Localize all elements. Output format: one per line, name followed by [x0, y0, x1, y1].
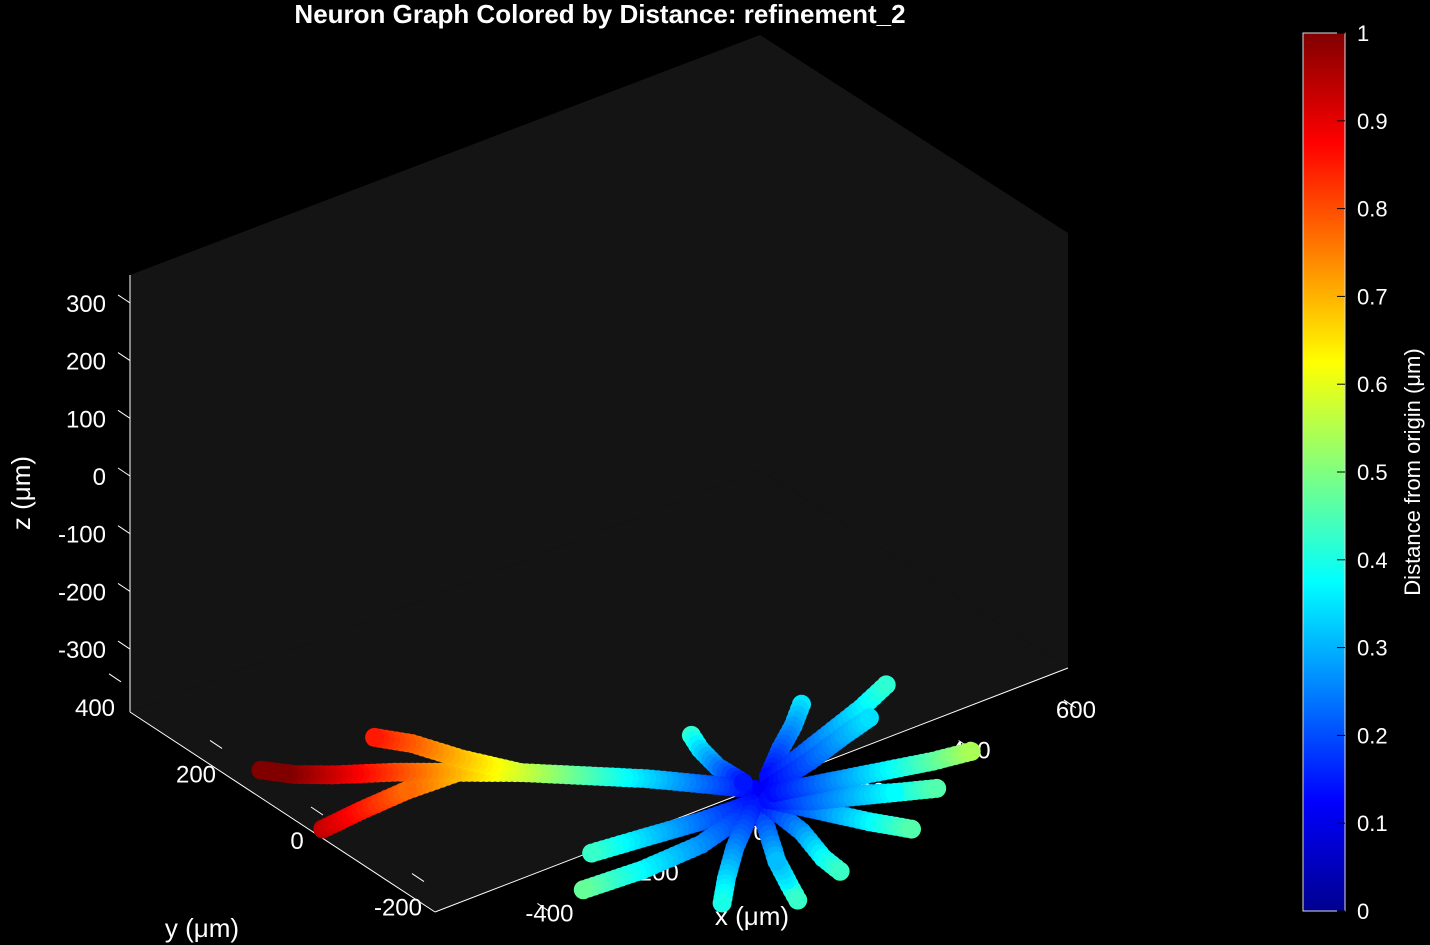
- y-tick-mark: [310, 806, 324, 816]
- neuron-point: [712, 893, 732, 913]
- colorbar-tick-label: 0.3: [1357, 636, 1388, 661]
- z-tick-label: -300: [58, 637, 106, 664]
- x-tick-mark: [537, 902, 550, 912]
- z-tick-label: 300: [66, 291, 106, 318]
- x-tick-mark: [1063, 699, 1077, 709]
- colorbar-tick-label: 0.9: [1357, 109, 1388, 134]
- z-tick-mark: [117, 582, 131, 592]
- y-tick-mark: [108, 673, 122, 683]
- z-tick-mark: [117, 640, 131, 650]
- neuron-point: [365, 727, 385, 747]
- chart-title: Neuron Graph Colored by Distance: refine…: [294, 0, 905, 29]
- z-axis-label: z (μm): [6, 456, 36, 530]
- neuron-point: [830, 861, 850, 881]
- neuron-point: [397, 780, 417, 800]
- neuron-point: [927, 778, 947, 798]
- neuron-point: [767, 851, 787, 871]
- neuron-points: [251, 675, 981, 913]
- neuron-point: [876, 675, 896, 695]
- box-back-left-panel: [130, 35, 760, 712]
- neuron-point: [573, 880, 593, 900]
- z-tick-label: 0: [93, 464, 106, 491]
- colorbar-tick-label: 1: [1357, 21, 1369, 46]
- neuron-point: [251, 760, 271, 780]
- y-axis-line: [129, 711, 436, 913]
- colorbar-tick-label: 0.8: [1357, 197, 1388, 222]
- y-axis-label: y (μm): [165, 913, 239, 943]
- box-back-right-panel: [760, 35, 1068, 668]
- neuron-point: [961, 742, 981, 761]
- y-tick-label: 200: [176, 761, 216, 788]
- y-tick-label: -200: [374, 895, 422, 922]
- colorbar-ticks: 1 0.9 0.8 0.7 0.6 0.5 0.4 0.3 0.2 0.1 0: [1337, 21, 1388, 924]
- neuron-point: [582, 843, 602, 863]
- colorbar-tick-label: 0.5: [1357, 460, 1388, 485]
- z-tick-mark: [117, 294, 131, 304]
- y-tick-mark: [411, 873, 425, 883]
- z-tick-label: 100: [66, 406, 106, 433]
- z-tick-mark: [117, 525, 131, 535]
- colorbar-label: Distance from origin (μm): [1400, 348, 1425, 595]
- z-tick-mark: [117, 467, 131, 477]
- x-tick-label: -400: [525, 900, 573, 927]
- colorbar-tick-label: 0.2: [1357, 723, 1388, 748]
- x-axis-label: x (μm): [715, 901, 789, 931]
- z-tick-label: 200: [66, 349, 106, 376]
- z-tick-mark: [117, 352, 131, 362]
- colorbar-tick-label: 0.4: [1357, 548, 1388, 573]
- colorbar-tick-label: 0: [1357, 899, 1369, 924]
- colorbar-tick-label: 0.1: [1357, 811, 1388, 836]
- neuron-point: [885, 783, 905, 803]
- y-tick-label: 0: [290, 828, 303, 855]
- neuron-point: [902, 819, 921, 839]
- z-tick-label: -200: [58, 579, 106, 606]
- z-tick-label: -100: [58, 522, 106, 549]
- z-tick-mark: [117, 409, 131, 419]
- y-tick-label: 400: [75, 695, 115, 722]
- x-tick-label: 600: [1056, 697, 1096, 724]
- neuron-point: [788, 890, 808, 910]
- neuron-point: [859, 708, 879, 728]
- y-tick-mark: [209, 739, 223, 749]
- neuron-point: [733, 773, 753, 792]
- colorbar-tick-label: 0.7: [1357, 284, 1388, 309]
- colorbar-tick-label: 0.6: [1357, 372, 1388, 397]
